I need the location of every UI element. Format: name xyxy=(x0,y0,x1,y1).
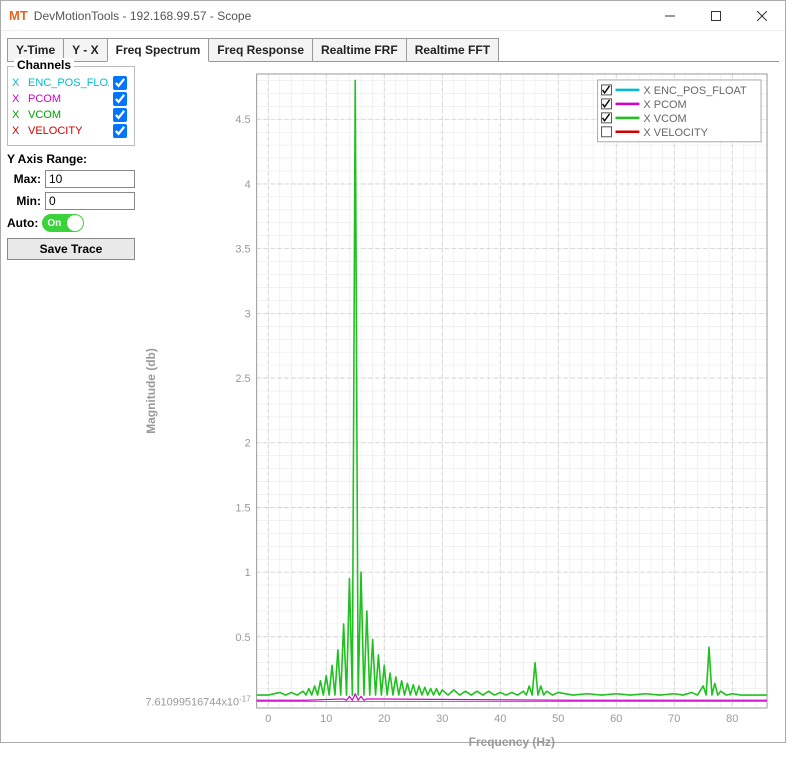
channel-label: PCOM xyxy=(28,93,109,105)
tab-realtime-frf[interactable]: Realtime FRF xyxy=(312,38,407,62)
svg-text:3.5: 3.5 xyxy=(235,244,250,256)
auto-toggle[interactable]: On xyxy=(42,214,84,232)
svg-text:2.5: 2.5 xyxy=(235,373,250,385)
minimize-button[interactable] xyxy=(647,1,693,31)
svg-text:30: 30 xyxy=(436,713,448,725)
channel-row: X VCOM xyxy=(12,107,130,123)
svg-text:60: 60 xyxy=(610,713,622,725)
tabstrip: Y-TimeY - XFreq SpectrumFreq ResponseRea… xyxy=(1,31,785,61)
svg-text:50: 50 xyxy=(552,713,564,725)
channel-label: VCOM xyxy=(28,109,109,121)
channel-row: X ENC_POS_FLOAT xyxy=(12,75,130,91)
svg-text:2: 2 xyxy=(245,438,251,450)
svg-text:70: 70 xyxy=(668,713,680,725)
sidebar: Channels XENC_POS_FLOATXPCOMXVCOMXVELOCI… xyxy=(7,66,135,754)
svg-text:80: 80 xyxy=(726,713,738,725)
window-title: DevMotionTools - 192.168.99.57 - Scope xyxy=(34,9,647,23)
svg-text:Magnitude (db): Magnitude (db) xyxy=(144,348,158,434)
svg-text:40: 40 xyxy=(494,713,506,725)
channel-checkbox[interactable] xyxy=(113,108,127,122)
svg-text:Frequency (Hz): Frequency (Hz) xyxy=(469,735,555,749)
tab-freq-spectrum[interactable]: Freq Spectrum xyxy=(107,38,210,62)
max-label: Max: xyxy=(7,172,41,186)
max-input[interactable] xyxy=(45,170,135,188)
tab-realtime-fft[interactable]: Realtime FFT xyxy=(406,38,499,62)
svg-text:3: 3 xyxy=(245,308,251,320)
channel-axis: X xyxy=(12,93,24,105)
channel-checkbox[interactable] xyxy=(113,76,127,90)
svg-text:7.61099516744x10-17: 7.61099516744x10-17 xyxy=(145,694,251,709)
channel-axis: X xyxy=(12,109,24,121)
svg-text:0: 0 xyxy=(265,713,271,725)
channel-checkbox[interactable] xyxy=(113,92,127,106)
chart-area[interactable]: 0 10 20 30 40 50 60 70 80 0.5 1 1.5 2 2.5 3 3.5 4 4.5 7.61… xyxy=(141,66,779,754)
svg-text:1: 1 xyxy=(245,567,251,579)
channel-label: VELOCITY xyxy=(28,125,109,137)
channels-title: Channels xyxy=(14,58,74,72)
titlebar: MT DevMotionTools - 192.168.99.57 - Scop… xyxy=(1,1,785,31)
svg-text:4.5: 4.5 xyxy=(235,114,250,126)
svg-text:4: 4 xyxy=(245,179,251,191)
channel-row: X PCOM xyxy=(12,91,130,107)
save-trace-button[interactable]: Save Trace xyxy=(7,238,135,260)
svg-text:20: 20 xyxy=(378,713,390,725)
close-button[interactable] xyxy=(739,1,785,31)
min-label: Min: xyxy=(7,194,41,208)
min-input[interactable] xyxy=(45,192,135,210)
channel-row: X VELOCITY xyxy=(12,123,130,139)
channel-label: ENC_POS_FLOAT xyxy=(28,77,109,89)
svg-text:10: 10 xyxy=(320,713,332,725)
channel-checkbox[interactable] xyxy=(113,124,127,138)
channel-axis: X xyxy=(12,125,24,137)
app-icon: MT xyxy=(9,8,28,23)
range-label: Y Axis Range: xyxy=(7,152,135,166)
maximize-button[interactable] xyxy=(693,1,739,31)
channel-axis: X xyxy=(12,77,24,89)
channels-group: Channels XENC_POS_FLOATXPCOMXVCOMXVELOCI… xyxy=(7,66,135,146)
tab-freq-response[interactable]: Freq Response xyxy=(208,38,313,62)
auto-toggle-state: On xyxy=(47,218,61,229)
auto-label: Auto: xyxy=(7,216,38,230)
chart-legend xyxy=(598,80,761,142)
svg-text:0.5: 0.5 xyxy=(235,632,250,644)
svg-text:1.5: 1.5 xyxy=(235,502,250,514)
